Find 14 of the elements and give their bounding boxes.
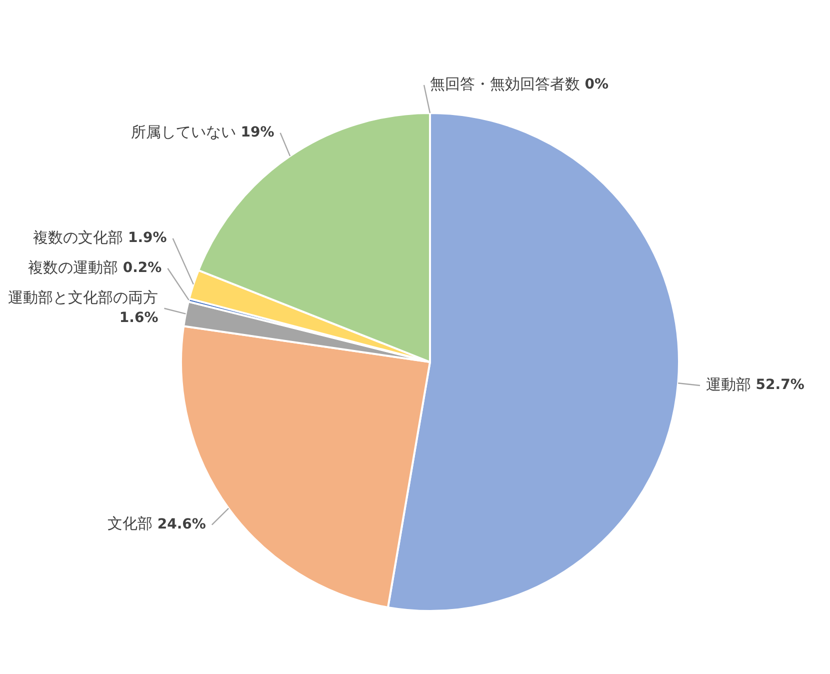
category-label: 無回答・無効回答者数 <box>430 74 580 93</box>
data-label: 24.6% <box>157 516 206 532</box>
data-label: 52.7% <box>756 377 804 394</box>
text: 0% <box>584 76 609 93</box>
slice-label: 文化部 <box>108 514 153 533</box>
data-label: 1.9% <box>128 230 167 246</box>
data-label: 1.6% <box>119 310 158 326</box>
slice-label: 複数の文化部 <box>33 228 124 246</box>
data-label: 0.2% <box>122 260 162 276</box>
slice-label: 運動部と文化部の両方 <box>8 288 158 306</box>
slice-label: 運動部 <box>706 375 752 394</box>
slice-label: 所属していない <box>131 122 236 141</box>
data-label: 19% <box>240 124 274 141</box>
slice-label: 複数の運動部 <box>28 258 118 276</box>
